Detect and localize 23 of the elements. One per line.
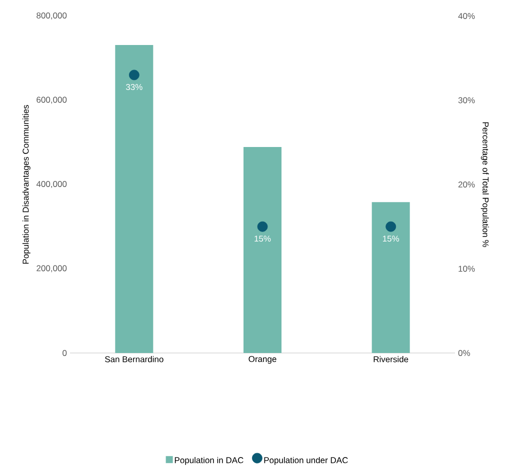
x-tick-label: San Bernardino <box>105 356 164 362</box>
y2-tick-label: 30% <box>458 97 475 104</box>
bar <box>244 147 282 353</box>
y2-axis-title: Percentage of Total Population % <box>480 122 489 248</box>
x-tick-label: Orange <box>248 356 276 364</box>
y-axis-title: Population in Disadvantages Communities <box>22 104 30 264</box>
y2-tick-label: 20% <box>458 181 475 188</box>
y2-tick-label: 10% <box>458 266 475 272</box>
legend-label: Population in DAC <box>174 456 244 465</box>
y-tick-label: 400,000 <box>36 180 67 188</box>
bar <box>372 202 410 353</box>
y-tick-label: 200,000 <box>36 265 67 272</box>
data-label: 33% <box>126 84 142 90</box>
data-label: 15% <box>382 236 400 242</box>
x-tick-label: Riverside <box>374 356 408 362</box>
legend-label: Population under DAC <box>264 456 348 465</box>
bar <box>115 45 154 353</box>
y-tick-label: 800,000 <box>36 12 67 20</box>
data-label: 15% <box>254 236 271 242</box>
y2-tick-label: 40% <box>458 12 475 19</box>
y-tick-label: 0 <box>62 350 67 356</box>
y2-tick-label: 0% <box>458 350 470 356</box>
y-tick-label: 600,000 <box>36 96 67 104</box>
